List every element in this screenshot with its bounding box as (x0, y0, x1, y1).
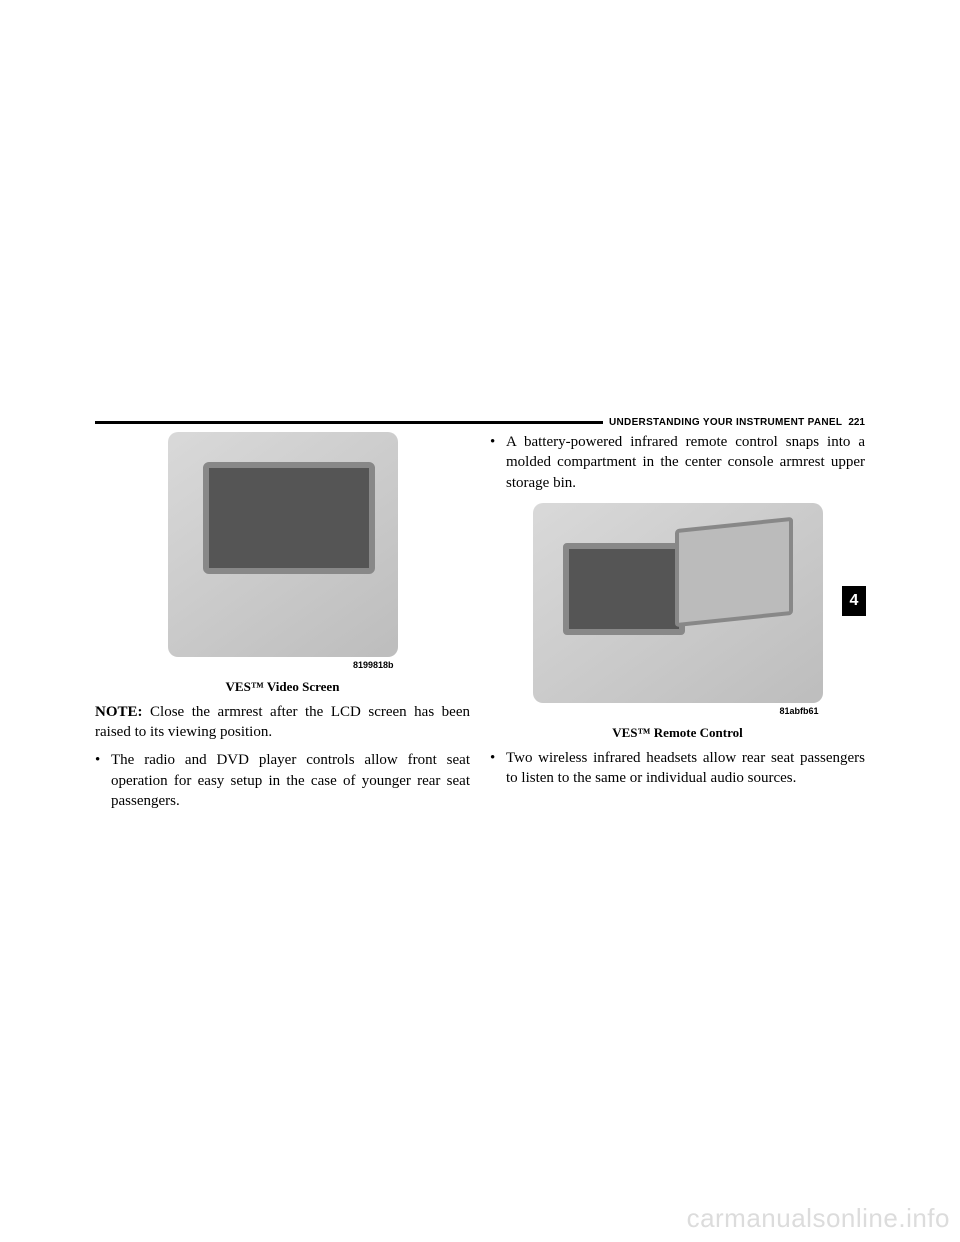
figure-id: 8199818b (168, 659, 398, 671)
content-area: UNDERSTANDING YOUR INSTRUMENT PANEL 221 … (95, 417, 865, 827)
figure-box: 8199818b (168, 432, 398, 671)
header-rule (95, 421, 603, 424)
right-column: A battery-powered infrared remote contro… (490, 432, 865, 821)
section-tab: 4 (842, 586, 866, 616)
list-item: A battery-powered infrared remote contro… (490, 432, 865, 493)
watermark: carmanualsonline.info (687, 1203, 950, 1234)
figure-video-screen: 8199818b (95, 432, 470, 674)
bullet-list: A battery-powered infrared remote contro… (490, 432, 865, 493)
bullet-list: Two wireless infrared headsets allow rea… (490, 748, 865, 789)
note-label: NOTE: (95, 704, 143, 720)
page-header: UNDERSTANDING YOUR INSTRUMENT PANEL 221 (95, 417, 865, 428)
page-number: 221 (848, 417, 865, 428)
section-title: UNDERSTANDING YOUR INSTRUMENT PANEL (609, 417, 842, 428)
note-text: Close the armrest after the LCD screen h… (95, 704, 470, 740)
manual-page: UNDERSTANDING YOUR INSTRUMENT PANEL 221 … (0, 0, 960, 1242)
figure-box: 81abfb61 (533, 503, 823, 717)
note-paragraph: NOTE: Close the armrest after the LCD sc… (95, 702, 470, 743)
left-column: 8199818b VES™ Video Screen NOTE: Close t… (95, 432, 470, 821)
figure-caption: VES™ Remote Control (490, 724, 865, 742)
two-column-layout: 8199818b VES™ Video Screen NOTE: Close t… (95, 432, 865, 821)
figure-caption: VES™ Video Screen (95, 678, 470, 696)
list-item: The radio and DVD player controls allow … (95, 750, 470, 811)
figure-id: 81abfb61 (533, 705, 823, 717)
list-item: Two wireless infrared headsets allow rea… (490, 748, 865, 789)
figure-remote-control: 81abfb61 (490, 503, 865, 720)
remote-control-illustration (533, 503, 823, 703)
bullet-list: The radio and DVD player controls allow … (95, 750, 470, 811)
video-screen-illustration (168, 432, 398, 657)
